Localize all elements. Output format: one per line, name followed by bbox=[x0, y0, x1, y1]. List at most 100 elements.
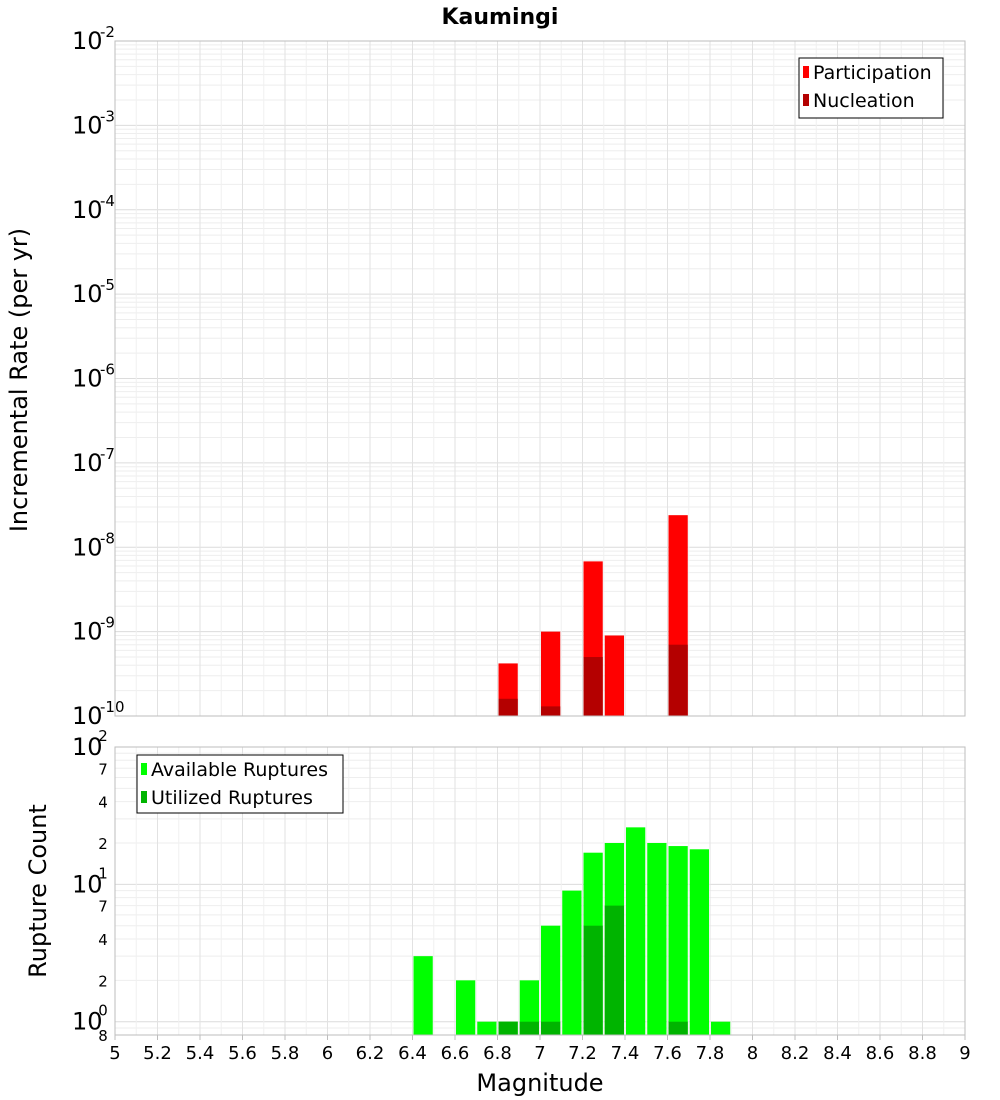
rate-y-tick-base: 10 bbox=[72, 365, 103, 393]
x-tick-label: 9 bbox=[959, 1043, 970, 1064]
x-tick-label: 7.4 bbox=[611, 1043, 640, 1064]
count-y-tick-base: 10 bbox=[72, 1008, 103, 1036]
legend-swatch bbox=[803, 94, 809, 106]
rate-y-tick-exponent: -9 bbox=[100, 614, 115, 632]
available-bar bbox=[647, 843, 667, 1035]
rate-y-tick-base: 10 bbox=[72, 196, 103, 224]
legend-label: Utilized Ruptures bbox=[151, 787, 313, 809]
rate-y-axis-label: Incremental Rate (per yr) bbox=[5, 228, 33, 532]
utilized-bar bbox=[498, 1021, 518, 1035]
utilized-bars bbox=[498, 905, 688, 1035]
legend-swatch bbox=[141, 791, 147, 803]
count-legend-box bbox=[136, 754, 344, 814]
nucleation-bar bbox=[541, 706, 561, 716]
chart-title: Kaumingi bbox=[442, 5, 559, 30]
x-tick-label: 5.8 bbox=[271, 1043, 300, 1064]
x-tick-label: 6.4 bbox=[398, 1043, 427, 1064]
x-tick-label: 6 bbox=[322, 1043, 333, 1064]
rate-y-ticks: 10-210-310-410-510-610-710-810-910-10 bbox=[72, 23, 125, 730]
available-bar bbox=[541, 925, 561, 1035]
x-tick-label: 5.4 bbox=[186, 1043, 215, 1064]
rate-legend-box bbox=[798, 57, 944, 119]
count-y-minor-tick: 4 bbox=[98, 794, 108, 812]
rate-y-tick-exponent: -6 bbox=[100, 361, 115, 379]
available-bar bbox=[456, 980, 476, 1035]
available-bar bbox=[477, 1021, 497, 1035]
rate-y-tick-base: 10 bbox=[72, 111, 103, 139]
rate-plot: 10-210-310-410-510-610-710-810-910-10Inc… bbox=[5, 23, 966, 730]
rate-plot-border bbox=[114, 40, 966, 717]
x-tick-label: 5 bbox=[109, 1043, 120, 1064]
utilized-bar bbox=[583, 925, 603, 1035]
rate-legend: Participation Nucleation bbox=[798, 57, 944, 119]
count-y-tick-exponent: 2 bbox=[98, 727, 108, 745]
count-y-minor-tick: 8 bbox=[98, 1027, 108, 1045]
available-bar bbox=[562, 890, 582, 1035]
rate-y-tick-exponent: -4 bbox=[100, 192, 115, 210]
rate-y-tick-exponent: -7 bbox=[100, 445, 115, 463]
legend-label: Available Ruptures bbox=[151, 759, 328, 781]
legend-label: Nucleation bbox=[813, 90, 915, 112]
x-tick-label: 8.8 bbox=[908, 1043, 937, 1064]
count-y-minor-tick: 7 bbox=[98, 898, 108, 916]
x-tick-label: 5.2 bbox=[143, 1043, 172, 1064]
available-bar bbox=[689, 849, 709, 1035]
count-y-minor-tick: 7 bbox=[98, 760, 108, 778]
count-y-minor-tick: 2 bbox=[98, 835, 108, 853]
x-tick-label: 7 bbox=[534, 1043, 545, 1064]
legend-label: Participation bbox=[813, 62, 932, 84]
legend-swatch bbox=[141, 763, 147, 775]
nucleation-bar bbox=[668, 644, 688, 716]
available-bar bbox=[413, 956, 433, 1035]
x-tick-label: 8.4 bbox=[823, 1043, 852, 1064]
participation-bar bbox=[541, 631, 561, 716]
available-bar bbox=[711, 1021, 731, 1035]
x-tick-label: 8.6 bbox=[866, 1043, 895, 1064]
rate-y-tick-exponent: -2 bbox=[100, 23, 115, 41]
participation-bar bbox=[604, 635, 624, 716]
x-tick-label: 8.2 bbox=[781, 1043, 810, 1064]
x-tick-label: 7.6 bbox=[653, 1043, 682, 1064]
count-y-tick-exponent: 1 bbox=[98, 864, 108, 882]
utilized-bar bbox=[541, 1021, 561, 1035]
rate-y-tick-base: 10 bbox=[72, 280, 103, 308]
rate-grid bbox=[114, 40, 966, 717]
rate-y-tick-base: 10 bbox=[72, 618, 103, 646]
x-tick-label: 7.8 bbox=[696, 1043, 725, 1064]
rate-y-tick-exponent: -8 bbox=[100, 529, 115, 547]
x-tick-label: 7.2 bbox=[568, 1043, 597, 1064]
x-axis: 5 5.2 5.4 5.6 5.8 6 6.2 6.4 6.6 6.8 7 7.2 7.4 7.6 7.8 8… bbox=[109, 1035, 971, 1064]
count-y-minor-tick: 4 bbox=[98, 931, 108, 949]
legend-swatch bbox=[803, 66, 809, 78]
x-tick-label: 5.6 bbox=[228, 1043, 257, 1064]
available-bar bbox=[668, 846, 688, 1035]
available-bar bbox=[626, 827, 646, 1035]
x-tick-label: 6.2 bbox=[356, 1043, 385, 1064]
count-y-tick-base: 10 bbox=[72, 733, 103, 761]
utilized-bar bbox=[519, 1021, 539, 1035]
rate-y-tick-exponent: -5 bbox=[100, 276, 115, 294]
rate-y-tick-base: 10 bbox=[72, 533, 103, 561]
nucleation-bar bbox=[583, 657, 603, 716]
count-y-tick-exponent: 0 bbox=[98, 1002, 108, 1020]
rate-y-tick-exponent: -3 bbox=[100, 107, 115, 125]
count-y-axis-label: Rupture Count bbox=[24, 804, 52, 978]
rate-y-tick-base: 10 bbox=[72, 702, 103, 730]
rate-y-tick-base: 10 bbox=[72, 27, 103, 55]
x-axis-label: Magnitude bbox=[476, 1069, 603, 1097]
x-tick-label: 6.8 bbox=[483, 1043, 512, 1064]
utilized-bar bbox=[668, 1021, 688, 1035]
available-bar bbox=[519, 980, 539, 1035]
x-tick-label: 8 bbox=[747, 1043, 758, 1064]
count-legend: Available Ruptures Utilized Ruptures bbox=[136, 754, 344, 814]
rate-y-tick-exponent: -10 bbox=[100, 698, 125, 716]
rate-y-tick-base: 10 bbox=[72, 449, 103, 477]
count-grid bbox=[114, 746, 966, 1035]
x-tick-label: 6.6 bbox=[441, 1043, 470, 1064]
nucleation-bars bbox=[498, 644, 688, 716]
count-y-minor-tick: 2 bbox=[98, 972, 108, 990]
utilized-bar bbox=[604, 905, 624, 1035]
